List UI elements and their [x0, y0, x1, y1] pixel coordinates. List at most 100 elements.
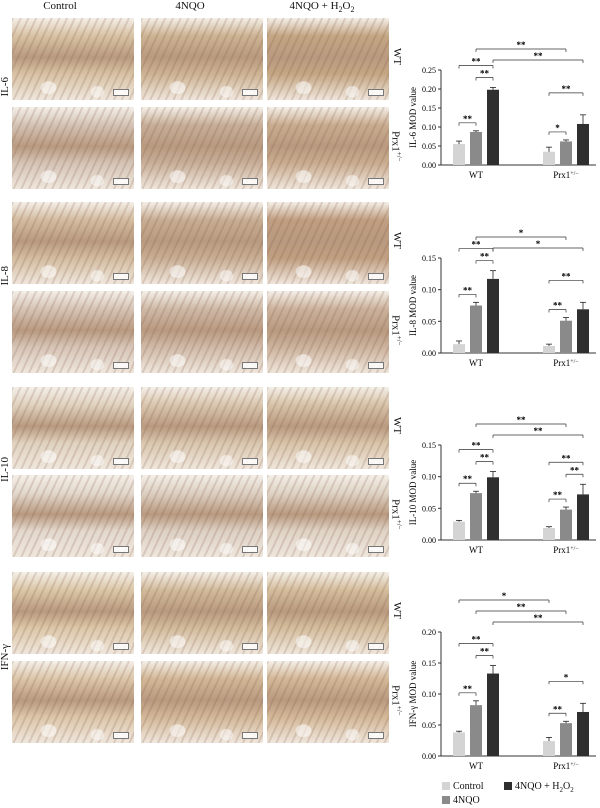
y-tick-label: 0.00 [422, 536, 436, 545]
bar [577, 711, 589, 756]
micrograph-il-10-prx1-4nqo [141, 475, 263, 557]
scale-bar [113, 178, 129, 185]
scale-bar [113, 458, 129, 465]
scale-bar [113, 643, 129, 650]
scale-bar [113, 546, 129, 553]
y-tick-label: 0.05 [422, 721, 436, 730]
micrograph-il-6-wt-4nqo [141, 18, 263, 100]
sig-star: ** [534, 426, 544, 436]
y-axis-label: IL-6 MOD value [408, 87, 418, 148]
scale-bar [113, 362, 129, 369]
legend-item-control: Control [442, 781, 484, 792]
micrograph-il-10-wt-4nqo [141, 387, 263, 469]
row-label-wt: WT [391, 48, 403, 66]
scale-bar [368, 458, 384, 465]
scale-bar [242, 546, 258, 553]
sig-star: ** [517, 415, 527, 425]
bar [543, 741, 555, 756]
bar [470, 131, 482, 165]
scale-bar [242, 273, 258, 280]
y-tick-label: 0.20 [422, 85, 436, 94]
scale-bar [242, 458, 258, 465]
bar [560, 723, 572, 756]
scale-bar [368, 362, 384, 369]
sig-star: ** [480, 68, 490, 78]
bar [487, 477, 499, 540]
micrograph-il-6-wt-control [12, 18, 134, 100]
bar [453, 521, 465, 540]
x-tick-label: WT [469, 761, 483, 771]
column-header-control: Control [43, 0, 77, 12]
micrograph-il-8-prx1-control [12, 291, 134, 373]
row-label-prx1: Prx1+/− [389, 315, 403, 346]
scale-bar [368, 273, 384, 280]
scale-bar [368, 546, 384, 553]
y-tick-label: 0.15 [422, 659, 436, 668]
bar-charts: 0.00 0.05 0.10 0.15 0.20 0.25 IL-6 MOD value WT… [408, 40, 596, 771]
micrograph-il-6-prx1-4nqo-h2o2 [267, 107, 389, 189]
micrograph-il-8-wt-4nqo-h2o2 [267, 202, 389, 284]
marker-label-il10: IL-10 [0, 457, 11, 483]
bar [487, 673, 499, 756]
y-tick-label: 0.10 [422, 690, 436, 699]
x-tick-label: Prx1+/− [553, 170, 579, 180]
micrograph-il-10-wt-control [12, 387, 134, 469]
bar [577, 494, 589, 540]
x-tick-label: WT [469, 358, 483, 368]
x-tick-label: Prx1+/− [553, 761, 579, 771]
y-tick-label: 0.25 [422, 66, 436, 75]
bar [487, 89, 499, 165]
sig-star: ** [553, 301, 563, 311]
sig-star: ** [472, 240, 482, 250]
sig-star: ** [517, 40, 527, 50]
sig-star: ** [517, 602, 527, 612]
sig-star: ** [463, 474, 473, 484]
micrograph-il-10-prx1-4nqo-h2o2 [267, 475, 389, 557]
sig-star: ** [472, 441, 482, 451]
sig-star: * [564, 672, 569, 682]
column-header-4nqo-h2o2: 4NQO + H2O2 [289, 0, 355, 15]
x-tick-label: WT [469, 170, 483, 180]
bar [470, 705, 482, 756]
bar [577, 309, 589, 353]
bar [543, 346, 555, 353]
y-tick-label: 0.15 [422, 104, 436, 113]
bar [543, 151, 555, 165]
sig-star: * [519, 228, 524, 238]
scale-bar [242, 89, 258, 96]
micrograph-ifn-g-wt-4nqo-h2o2 [267, 572, 389, 654]
bar [453, 144, 465, 165]
legend-item-4nqo-h2o2: 4NQO + H2O2 [504, 781, 574, 794]
sig-star: ** [480, 453, 490, 463]
legend-item-4nqo: 4NQO [442, 795, 480, 806]
micrograph-ifn-g-prx1-4nqo [141, 661, 263, 743]
bar [470, 493, 482, 540]
y-axis-label: IFN-γ MOD value [408, 661, 418, 727]
y-axis-label: IL-10 MOD value [408, 460, 418, 525]
bar [560, 320, 572, 353]
micrograph-il-6-prx1-control [12, 107, 134, 189]
sig-star: ** [562, 453, 572, 463]
y-tick-label: 0.20 [422, 628, 436, 637]
y-tick-label: 0.00 [422, 349, 436, 358]
y-tick-label: 0.10 [422, 473, 436, 482]
legend-swatch-4nqo-h2o2 [504, 782, 512, 790]
sig-star: ** [463, 684, 473, 694]
sig-star: ** [534, 613, 544, 623]
sig-star: ** [562, 84, 572, 94]
sig-star: ** [480, 646, 490, 656]
sig-star: ** [463, 285, 473, 295]
sig-star: ** [562, 271, 572, 281]
row-label-wt: WT [391, 232, 403, 250]
sig-star: ** [480, 252, 490, 262]
bar [560, 509, 572, 540]
scale-bar [113, 273, 129, 280]
y-axis-label: IL-8 MOD value [408, 275, 418, 336]
scale-bar [242, 732, 258, 739]
micrograph-il-8-wt-4nqo [141, 202, 263, 284]
micrograph-ifn-g-wt-control [12, 572, 134, 654]
sig-star: * [536, 239, 541, 249]
y-tick-label: 0.00 [422, 752, 436, 761]
y-tick-label: 0.15 [422, 441, 436, 450]
legend-swatch-4nqo [442, 796, 450, 804]
